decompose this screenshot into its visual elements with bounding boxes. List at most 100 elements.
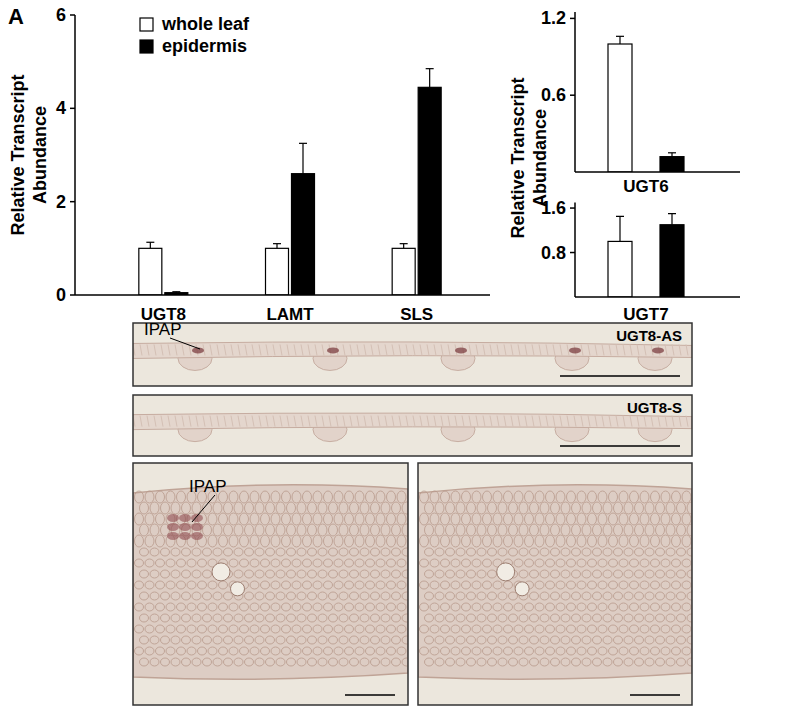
cell (150, 570, 159, 578)
error-bar (299, 143, 307, 173)
cell-line (350, 416, 352, 427)
cell (588, 603, 597, 611)
cell-line (511, 344, 513, 355)
cell-line (252, 344, 254, 355)
x-axis (75, 294, 490, 296)
cell-line (392, 344, 394, 355)
cell-line (147, 344, 149, 355)
stain (167, 514, 179, 522)
cell (329, 502, 338, 514)
stain (327, 347, 339, 353)
cell (192, 548, 201, 556)
cell (640, 603, 649, 611)
cell (266, 592, 275, 600)
cell (456, 524, 465, 536)
cell (530, 636, 539, 644)
cell (313, 581, 322, 589)
cell (530, 524, 539, 536)
cell (551, 592, 560, 600)
cell (402, 548, 408, 556)
cell (493, 581, 502, 589)
cell (645, 502, 654, 514)
cell (324, 513, 333, 525)
cell (303, 647, 312, 655)
cell (483, 625, 492, 633)
cell (441, 491, 450, 503)
cell (451, 647, 460, 655)
cell (456, 658, 465, 666)
cell (156, 491, 165, 503)
cell-line (630, 416, 632, 427)
cell (318, 592, 327, 600)
cell-line (525, 344, 527, 355)
cell-line (399, 344, 401, 355)
cell (198, 581, 207, 589)
cell (603, 636, 612, 644)
cell (313, 603, 322, 611)
cell (271, 513, 280, 525)
cell (441, 581, 450, 589)
cell-line (168, 416, 170, 427)
cell (477, 548, 486, 556)
cell (198, 647, 207, 655)
cell (213, 524, 222, 536)
cell (381, 614, 390, 622)
cell-line (469, 416, 471, 427)
cell (446, 614, 455, 622)
cell (297, 502, 306, 514)
cell-line (665, 416, 667, 427)
cell (588, 559, 597, 567)
cell (682, 535, 691, 547)
cell-line (539, 416, 541, 427)
cell (402, 570, 408, 578)
cell (287, 502, 296, 514)
cell (140, 614, 149, 622)
cell (567, 491, 576, 503)
cell (324, 603, 333, 611)
cell (381, 636, 390, 644)
error-line (403, 244, 404, 249)
cell (156, 647, 165, 655)
error-bar (616, 36, 624, 44)
cell-line (315, 344, 317, 355)
cell (682, 559, 691, 567)
cell (519, 502, 528, 514)
cell (150, 658, 159, 666)
cell (266, 658, 275, 666)
cell (425, 502, 434, 514)
cell (446, 570, 455, 578)
cell (430, 625, 439, 633)
cell (561, 614, 570, 622)
cell (535, 513, 544, 525)
cell (672, 625, 681, 633)
y-tick-label: 6 (56, 5, 66, 25)
cell (339, 592, 348, 600)
cell (556, 559, 565, 567)
cell (303, 625, 312, 633)
cell (360, 592, 369, 600)
cell (156, 513, 165, 525)
annotation-pointer (170, 338, 200, 349)
cell-line (385, 416, 387, 427)
cell (324, 535, 333, 547)
cell (635, 570, 644, 578)
cell (630, 513, 639, 525)
cell (345, 535, 354, 547)
cell (609, 559, 618, 567)
cell (456, 636, 465, 644)
cell (493, 535, 502, 547)
cell (577, 491, 586, 503)
cell (425, 658, 434, 666)
cell (530, 592, 539, 600)
cell (530, 502, 539, 514)
cell (603, 592, 612, 600)
cell (182, 614, 191, 622)
cell (598, 535, 607, 547)
cell (477, 502, 486, 514)
cell (350, 548, 359, 556)
cell (339, 548, 348, 556)
cell (240, 535, 249, 547)
cell (271, 491, 280, 503)
cell (276, 614, 285, 622)
cell (509, 524, 518, 536)
